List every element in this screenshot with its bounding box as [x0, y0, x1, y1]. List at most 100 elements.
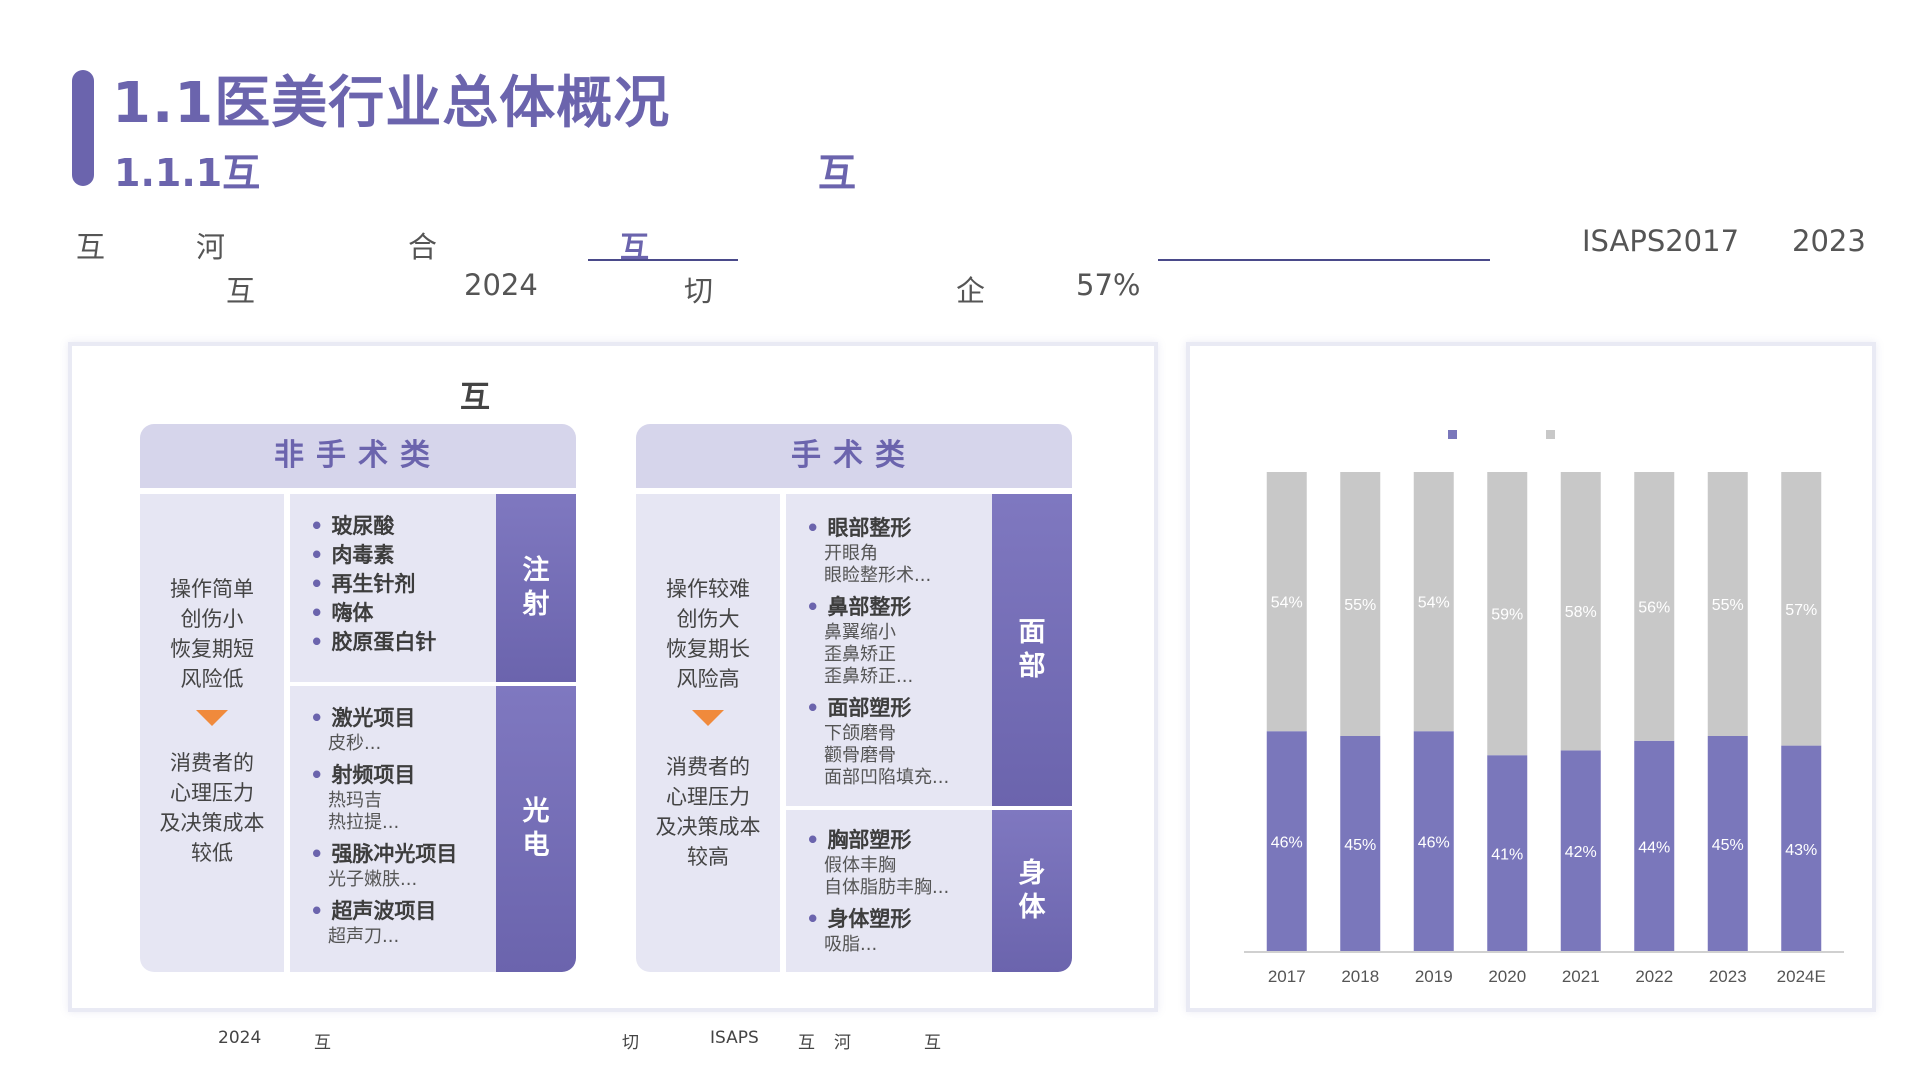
- bar-segment-lower: [1560, 750, 1601, 952]
- page-title: 1.1医美行业总体概况: [112, 71, 671, 136]
- non-surgical-header: 非手术类: [140, 424, 576, 488]
- source-note: 互: [924, 1033, 941, 1053]
- body-tag: 身 体: [992, 810, 1072, 972]
- underline: [1158, 259, 1490, 261]
- data-label: 54%: [1271, 595, 1303, 612]
- face-items: 眼部整形 开眼角 眼睑整形术... 鼻部整形 鼻翼缩小 歪鼻矫正 歪鼻矫正...…: [806, 514, 949, 795]
- list-item: 再生针剂: [310, 570, 436, 599]
- bar-segment-lower: [1266, 731, 1307, 952]
- feature-list: 操作简单 创伤小 恢复期短 风险低: [170, 577, 254, 691]
- x-tick-label: 2022: [1635, 967, 1673, 986]
- data-label: 54%: [1418, 595, 1450, 612]
- source-note: 2024: [218, 1028, 262, 1048]
- legend-marker: [1546, 430, 1555, 439]
- x-tick-label: 2023: [1709, 967, 1747, 986]
- list-item: 超声波项目: [310, 897, 457, 926]
- bar-segment-upper: [1707, 472, 1748, 736]
- bar-segment-lower: [1707, 736, 1748, 952]
- bar-segment-upper: [1781, 472, 1822, 746]
- section-subtitle: 1.1.1互: [114, 151, 261, 195]
- section-subtitle-right: 互: [818, 151, 857, 195]
- face-cell: [786, 494, 992, 806]
- intro-text: 2023: [1792, 224, 1866, 258]
- data-label: 46%: [1418, 835, 1450, 852]
- list-item: 面部塑形: [806, 694, 949, 723]
- data-label: 46%: [1271, 835, 1303, 852]
- injection-tag: 注 射: [496, 494, 576, 682]
- list-item: 鼻部整形: [806, 593, 949, 622]
- list-item: 嗨体: [310, 599, 436, 628]
- intro-text: 互: [76, 230, 106, 264]
- list-item: 胸部塑形: [806, 826, 949, 855]
- list-item: 激光项目: [310, 704, 457, 733]
- injection-items: 玻尿酸 肉毒素 再生针剂 嗨体 胶原蛋白针: [310, 512, 436, 657]
- list-item: 强脉冲光项目: [310, 840, 457, 869]
- down-arrow-icon: [692, 710, 724, 726]
- consumer-note: 消费者的 心理压力 及决策成本 较高: [655, 755, 761, 869]
- data-label: 43%: [1785, 842, 1817, 859]
- data-label: 42%: [1565, 844, 1597, 861]
- face-tag: 面 部: [992, 494, 1072, 806]
- x-tick-label: 2019: [1415, 967, 1453, 986]
- intro-text: ISAPS2017: [1582, 224, 1740, 258]
- data-label: 45%: [1712, 837, 1744, 854]
- data-label: 45%: [1344, 837, 1376, 854]
- intro-text: 切: [684, 274, 714, 308]
- photoelectric-items: 激光项目 皮秒... 射频项目 热玛吉 热拉提... 强脉冲光项目 光子嫩肤..…: [310, 704, 457, 954]
- intro-text: 合: [408, 230, 438, 264]
- bar-segment-lower: [1413, 731, 1454, 952]
- intro-text: 企: [956, 274, 986, 308]
- list-item: 身体塑形: [806, 905, 949, 934]
- list-item: 玻尿酸: [310, 512, 436, 541]
- source-note: 切: [622, 1033, 639, 1053]
- data-label: 55%: [1344, 597, 1376, 614]
- bar-segment-upper: [1560, 472, 1601, 751]
- consumer-note: 消费者的 心理压力 及决策成本 较低: [159, 751, 265, 865]
- title-accent-bar: [72, 70, 94, 186]
- bar-segment-upper: [1266, 472, 1307, 732]
- list-item: 射频项目: [310, 761, 457, 790]
- stacked-bar-chart: 46% 54% 2017 45% 55% 2018 46% 54% 2019 41% 59% 2020…: [1244, 430, 1844, 986]
- photoelectric-tag: 光 电: [496, 686, 576, 972]
- intro-text: 互: [226, 274, 256, 308]
- intro-text: 57%: [1076, 268, 1141, 302]
- surgical-header: 手术类: [636, 424, 1072, 488]
- list-item: 胶原蛋白针: [310, 628, 436, 657]
- source-note: ISAPS: [710, 1028, 759, 1048]
- bar-segment-upper: [1487, 472, 1528, 756]
- body-items: 胸部塑形 假体丰胸 自体脂肪丰胸... 身体塑形 吸脂...: [806, 826, 949, 962]
- intro-highlight: 互: [620, 230, 650, 264]
- bar-segment-lower: [1781, 745, 1822, 952]
- x-tick-label: 2017: [1268, 967, 1306, 986]
- bar-segment-upper: [1634, 472, 1675, 741]
- intro-text: 河: [196, 230, 226, 264]
- underline: [588, 259, 738, 261]
- data-label: 55%: [1712, 597, 1744, 614]
- data-label: 56%: [1638, 599, 1670, 616]
- data-label: 41%: [1491, 847, 1523, 864]
- list-item: 眼部整形: [806, 514, 949, 543]
- intro-text: 2024: [464, 268, 538, 302]
- bar-segment-upper: [1413, 472, 1454, 732]
- down-arrow-icon: [196, 710, 228, 726]
- source-note: 互: [314, 1033, 331, 1053]
- category-panel-title: 互: [460, 380, 490, 415]
- list-item: 肉毒素: [310, 541, 436, 570]
- legend-marker: [1448, 430, 1457, 439]
- bar-segment-lower: [1340, 736, 1381, 952]
- data-label: 58%: [1565, 604, 1597, 621]
- feature-list: 操作较难 创伤大 恢复期长 风险高: [666, 577, 750, 691]
- x-tick-label: 2024E: [1777, 967, 1826, 986]
- data-label: 44%: [1638, 839, 1670, 856]
- surgical-features: [636, 494, 780, 972]
- bar-segment-upper: [1340, 472, 1381, 736]
- bar-segment-lower: [1487, 755, 1528, 952]
- x-tick-label: 2021: [1562, 967, 1600, 986]
- source-note: 互: [798, 1033, 815, 1053]
- data-label: 59%: [1491, 607, 1523, 624]
- x-tick-label: 2018: [1341, 967, 1379, 986]
- source-note: 河: [834, 1033, 851, 1053]
- data-label: 57%: [1785, 602, 1817, 619]
- bar-segment-lower: [1634, 740, 1675, 952]
- x-tick-label: 2020: [1488, 967, 1526, 986]
